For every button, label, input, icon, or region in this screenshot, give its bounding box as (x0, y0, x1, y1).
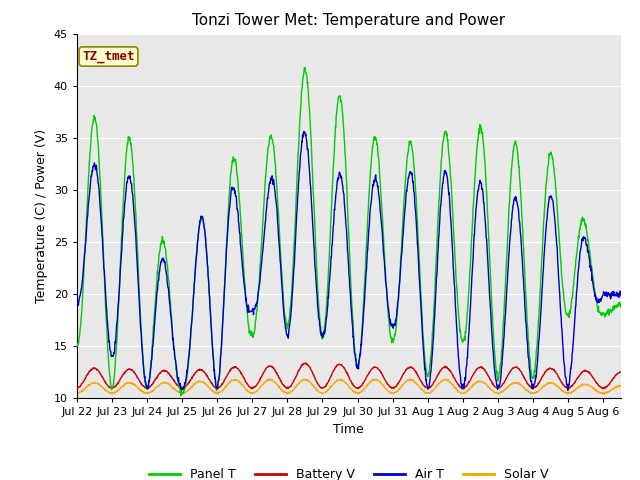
X-axis label: Time: Time (333, 423, 364, 436)
Legend: Panel T, Battery V, Air T, Solar V: Panel T, Battery V, Air T, Solar V (144, 463, 554, 480)
Text: TZ_tmet: TZ_tmet (82, 50, 135, 63)
Y-axis label: Temperature (C) / Power (V): Temperature (C) / Power (V) (35, 129, 48, 303)
Title: Tonzi Tower Met: Temperature and Power: Tonzi Tower Met: Temperature and Power (192, 13, 506, 28)
